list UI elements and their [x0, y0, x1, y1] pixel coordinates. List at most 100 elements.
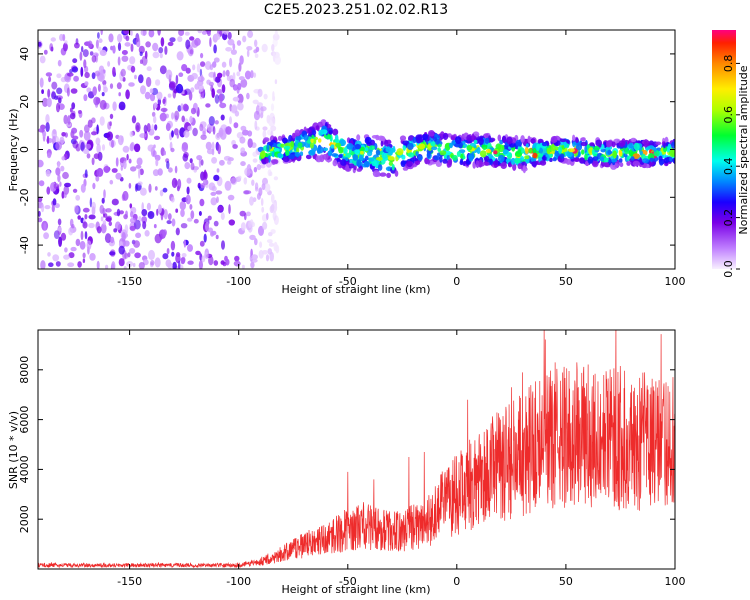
noise-blob: [148, 183, 152, 193]
noise-blob: [212, 125, 216, 135]
noise-blob: [269, 171, 273, 177]
signal-blob: [297, 142, 303, 149]
noise-blob: [45, 114, 50, 124]
signal-blob: [316, 146, 324, 154]
signal-blob: [503, 144, 508, 151]
noise-blob: [239, 55, 244, 65]
noise-blob: [194, 83, 200, 90]
noise-blob: [108, 221, 113, 227]
signal-blob: [327, 150, 332, 156]
noise-blob: [219, 102, 227, 109]
signal-blob: [290, 140, 295, 148]
noise-blob: [91, 72, 96, 80]
noise-blob: [83, 130, 91, 141]
noise-blob: [202, 130, 206, 136]
noise-blob: [79, 240, 86, 250]
signal-blob: [649, 162, 654, 167]
noise-blob: [171, 251, 175, 257]
noise-blob: [261, 206, 265, 213]
signal-blob: [308, 149, 316, 156]
noise-blob: [60, 165, 65, 172]
noise-blob: [64, 40, 68, 45]
noise-blob: [232, 96, 240, 102]
signal-blob: [632, 160, 640, 167]
noise-blob: [214, 120, 219, 125]
signal-blob: [279, 146, 282, 154]
noise-blob: [51, 91, 57, 100]
noise-blob: [48, 76, 52, 83]
noise-blob: [239, 210, 246, 217]
signal-blob: [437, 147, 442, 152]
noise-blob: [100, 69, 104, 80]
signal-blob: [475, 160, 480, 169]
noise-blob: [112, 45, 116, 54]
signal-blob: [369, 145, 375, 151]
noise-blob: [237, 175, 242, 180]
signal-blob: [525, 143, 529, 148]
noise-blob: [227, 194, 235, 201]
signal-blob: [288, 154, 295, 160]
noise-blob: [151, 124, 154, 133]
y-tick-label: 0: [18, 146, 31, 153]
noise-blob: [160, 210, 164, 221]
noise-blob: [102, 84, 107, 89]
noise-blob: [47, 152, 52, 159]
signal-blob: [532, 147, 537, 154]
noise-blob: [109, 113, 114, 120]
noise-blob: [122, 145, 130, 153]
signal-blob: [406, 160, 413, 168]
signal-blob: [356, 168, 362, 172]
noise-blob: [246, 92, 250, 100]
noise-blob: [151, 87, 159, 96]
noise-blob: [109, 179, 114, 185]
noise-blob: [269, 251, 275, 262]
noise-blob: [170, 147, 175, 153]
noise-blob: [211, 88, 215, 99]
noise-blob: [192, 64, 196, 71]
noise-blob: [255, 46, 260, 53]
noise-blob: [77, 110, 82, 114]
noise-blob: [47, 252, 51, 257]
signal-blob: [379, 135, 386, 142]
noise-blob: [87, 40, 93, 49]
noise-blob: [55, 167, 61, 176]
noise-blob: [126, 153, 129, 161]
noise-blob: [77, 215, 81, 220]
noise-blob: [135, 232, 142, 239]
noise-blob: [89, 51, 94, 56]
noise-blob: [38, 41, 42, 47]
signal-blob: [565, 158, 572, 165]
signal-blob: [618, 158, 623, 163]
noise-blob: [257, 88, 263, 98]
noise-blob: [58, 236, 63, 247]
signal-blob: [402, 144, 406, 151]
noise-blob: [117, 135, 124, 146]
signal-blob: [407, 152, 415, 158]
snr-y-axis-label: SNR (10 * v/v): [7, 411, 20, 489]
signal-blob: [614, 163, 620, 168]
noise-blob: [111, 140, 114, 148]
signal-blob: [476, 146, 481, 155]
noise-blob: [213, 220, 219, 227]
signal-blob: [431, 146, 438, 151]
noise-blob: [41, 204, 45, 213]
noise-blob: [115, 157, 119, 167]
x-tick-label: 50: [559, 275, 573, 288]
noise-blob: [177, 36, 183, 43]
noise-blob: [41, 89, 44, 94]
signal-blob: [433, 155, 441, 161]
noise-blob: [275, 244, 280, 254]
signal-blob: [412, 136, 417, 144]
noise-blob: [220, 260, 225, 265]
noise-blob: [112, 101, 117, 111]
noise-blob: [260, 164, 266, 169]
noise-blob: [177, 105, 182, 112]
noise-blob: [46, 97, 52, 108]
signal-blob: [466, 159, 471, 165]
noise-blob: [84, 124, 90, 133]
noise-blob: [107, 61, 111, 67]
signal-blob: [658, 155, 663, 162]
signal-blob: [442, 132, 449, 140]
signal-blob: [448, 160, 452, 166]
noise-blob: [139, 59, 143, 64]
